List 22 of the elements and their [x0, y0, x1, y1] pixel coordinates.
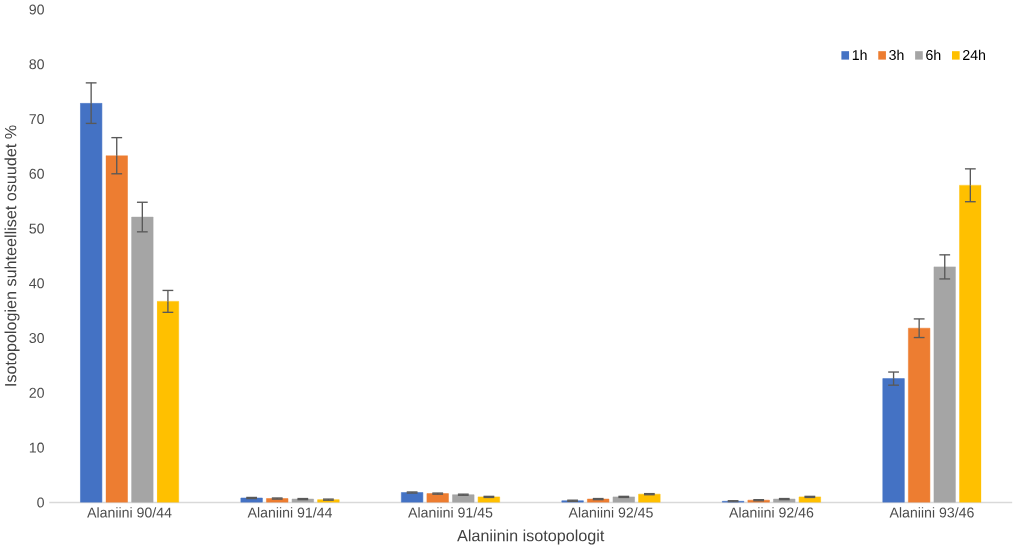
- y-axis-title: Isotopologien suhteelliset osuudet %: [4, 125, 20, 386]
- y-tick-label: 80: [29, 59, 44, 70]
- x-tick-label: Alaniini 92/45: [568, 507, 653, 518]
- y-tick-label: 50: [29, 223, 44, 234]
- x-tick-label: Alaniini 91/44: [247, 507, 333, 518]
- y-tick-label: 30: [29, 333, 44, 344]
- x-tick-label: Alaniini 90/44: [87, 507, 172, 518]
- y-tick-label: 0: [37, 497, 44, 508]
- legend-label: 6h: [926, 49, 941, 61]
- legend-label: 3h: [889, 49, 904, 61]
- y-tick-label: 90: [29, 4, 44, 15]
- y-tick-label: 70: [29, 114, 44, 125]
- x-tick-label: Alaniini 92/46: [729, 507, 814, 518]
- y-tick-label: 60: [29, 168, 44, 179]
- y-tick-label: 40: [29, 278, 44, 289]
- y-tick-label: 20: [29, 387, 44, 398]
- legend-label: 1h: [852, 49, 867, 60]
- x-tick-label: Alaniini 93/46: [889, 507, 974, 518]
- x-axis-title: Alaniinin isotopologit: [457, 529, 605, 545]
- x-tick-label: Alaniini 91/45: [408, 507, 493, 518]
- legend-label: 24h: [963, 49, 986, 60]
- y-tick-label: 10: [29, 442, 44, 453]
